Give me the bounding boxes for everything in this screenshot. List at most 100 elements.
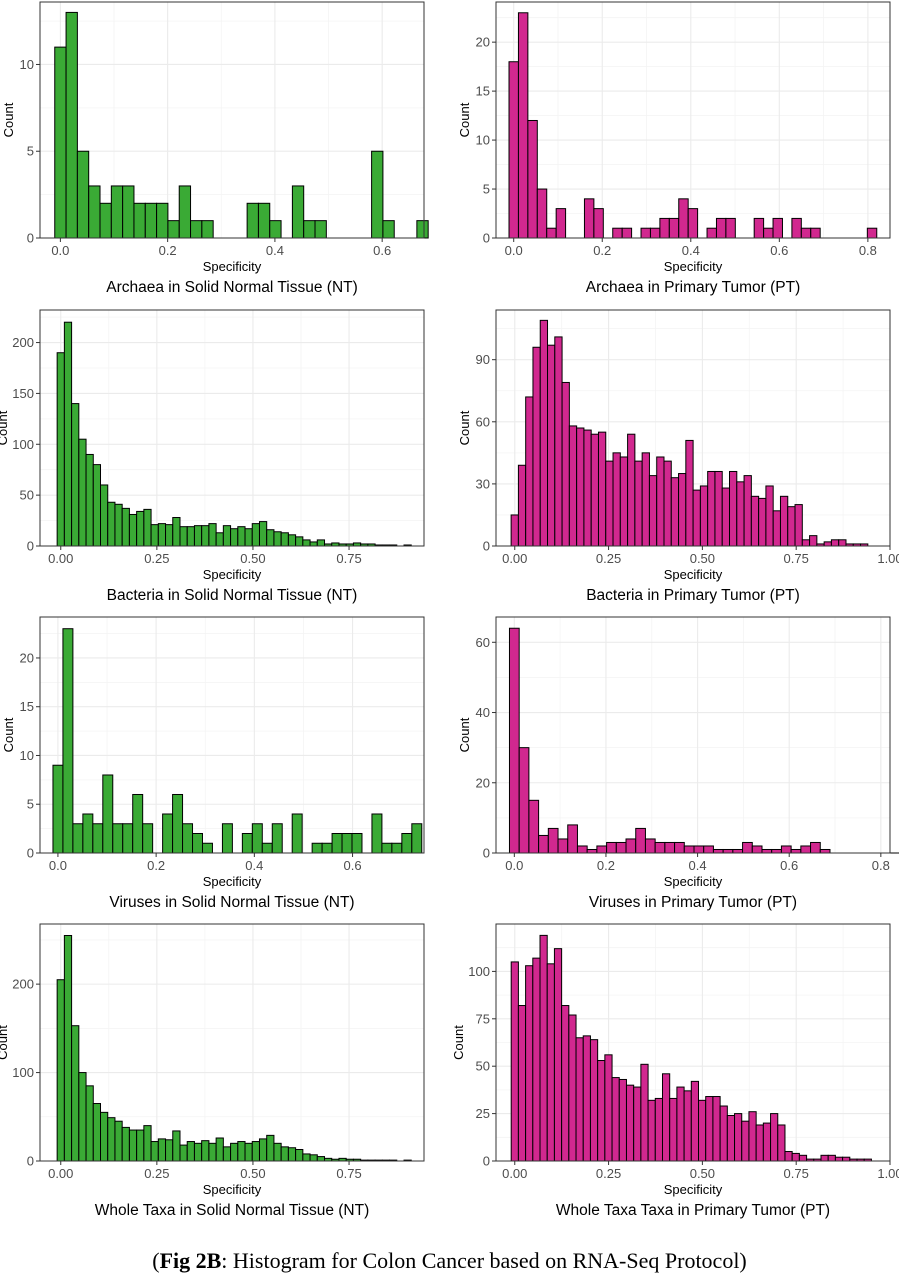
x-axis-title: Specificity	[203, 567, 262, 582]
histogram-bar	[553, 948, 563, 1162]
histogram-bar	[157, 1138, 167, 1162]
histogram-bar	[157, 523, 167, 547]
histogram-bar	[705, 1096, 714, 1162]
histogram-bar	[208, 523, 217, 547]
histogram-bar	[557, 838, 569, 854]
y-tick-label: 0	[27, 1154, 34, 1169]
x-tick-label: 0.6	[770, 243, 788, 258]
x-tick-label: 0.75	[336, 551, 361, 566]
histogram-bar	[65, 11, 78, 239]
histogram-bar	[280, 532, 289, 547]
y-tick-label: 50	[476, 1059, 490, 1074]
histogram-bar	[866, 227, 878, 239]
histogram-bar	[316, 539, 326, 547]
y-axis-title: Count	[1, 717, 16, 752]
x-tick-label: 1.00	[877, 1166, 899, 1181]
x-tick-label: 0.4	[266, 243, 284, 258]
histogram-bar	[508, 627, 520, 854]
histogram-panel: 0.00 0.25 0.50 0.75 0 100 200 Specificity Count W…	[0, 923, 425, 1219]
histogram-bar	[92, 823, 104, 854]
histogram-bar	[156, 202, 169, 239]
histogram-bar	[314, 220, 327, 239]
histogram-bar	[230, 1142, 239, 1162]
panel-border	[39, 923, 425, 1162]
y-tick-label: 60	[476, 635, 490, 650]
histogram-bar	[722, 848, 734, 854]
y-tick-label: 5	[27, 797, 34, 812]
histogram-bar	[172, 793, 184, 854]
histogram-bar	[150, 524, 159, 547]
histogram-bar	[669, 1097, 678, 1162]
histogram-bar	[726, 1114, 736, 1162]
histogram-bar	[721, 487, 731, 547]
histogram-bar	[54, 46, 67, 239]
y-axis-title: Count	[457, 410, 472, 445]
x-tick-label: 0.00	[48, 551, 73, 566]
histogram-bar	[88, 185, 101, 239]
histogram-bar	[411, 823, 423, 854]
histogram-panel: 0.00 0.25 0.50 0.75 0 50 100 150 200 Specificity C…	[0, 309, 425, 604]
histogram-bar	[186, 1141, 195, 1162]
histogram-bar	[244, 528, 253, 547]
histogram-bar	[576, 845, 588, 854]
y-tick-label: 0	[483, 231, 490, 246]
histogram-bar	[612, 227, 623, 239]
x-tick-label: 0.2	[597, 858, 615, 873]
histogram-bar	[712, 1096, 721, 1162]
x-tick-label: 0.00	[502, 551, 527, 566]
histogram-bar	[706, 227, 717, 239]
histogram-bar	[416, 220, 429, 239]
histogram-bar	[678, 198, 689, 239]
histogram-bar	[143, 508, 152, 547]
histogram-bar	[753, 217, 765, 239]
histogram-bar	[539, 934, 548, 1162]
y-tick-label: 100	[468, 964, 490, 979]
histogram-bar	[85, 1085, 94, 1162]
histogram-bar	[576, 427, 585, 547]
histogram-bar	[525, 965, 534, 1162]
histogram-bar	[734, 1113, 743, 1162]
histogram-panel: 0.0 0.2 0.4 0.6 0 5 10 Specificity Count Archaea …	[1, 1, 429, 296]
histogram-bar	[819, 848, 831, 854]
y-tick-label: 20	[476, 35, 490, 50]
x-axis-title: Specificity	[664, 1182, 723, 1197]
histogram-bar	[303, 220, 316, 239]
histogram-bar	[791, 217, 802, 239]
histogram-bar	[144, 202, 158, 239]
histogram-bar	[128, 513, 138, 547]
histogram-bar	[732, 848, 744, 854]
histogram-bar	[291, 185, 305, 239]
histogram-bar	[750, 495, 760, 547]
histogram-bar	[178, 185, 192, 239]
caption-fig-label: Fig 2B	[159, 1248, 222, 1273]
y-axis-title: Count	[457, 717, 472, 752]
y-tick-label: 25	[476, 1106, 490, 1121]
histogram-bar	[208, 1142, 217, 1162]
histogram-bar	[678, 473, 687, 547]
histogram-bar	[110, 185, 124, 239]
histogram-bar	[371, 150, 384, 239]
histogram-bar	[780, 845, 792, 854]
y-tick-label: 100	[12, 437, 34, 452]
histogram-bar	[100, 484, 109, 547]
x-axis-title: Specificity	[664, 874, 723, 889]
y-tick-label: 30	[476, 476, 490, 491]
histogram-bar	[586, 848, 598, 854]
panel-border	[495, 923, 891, 1162]
histogram-bar	[165, 1139, 174, 1162]
histogram-bar	[517, 1005, 527, 1162]
histogram-bar	[668, 217, 680, 239]
histogram-bar	[830, 539, 840, 547]
histogram-bar	[772, 510, 781, 547]
histogram-bar	[714, 470, 723, 547]
y-tick-label: 75	[476, 1011, 490, 1026]
x-tick-label: 0.50	[690, 1166, 715, 1181]
histogram-bar	[596, 845, 608, 854]
histogram-bar	[230, 528, 239, 547]
x-tick-label: 0.6	[780, 858, 798, 873]
histogram-bar	[150, 1141, 159, 1162]
histogram-bar	[269, 220, 282, 239]
histogram-bar	[635, 827, 646, 854]
histogram-bar	[257, 202, 271, 239]
histogram-bar	[52, 764, 64, 854]
